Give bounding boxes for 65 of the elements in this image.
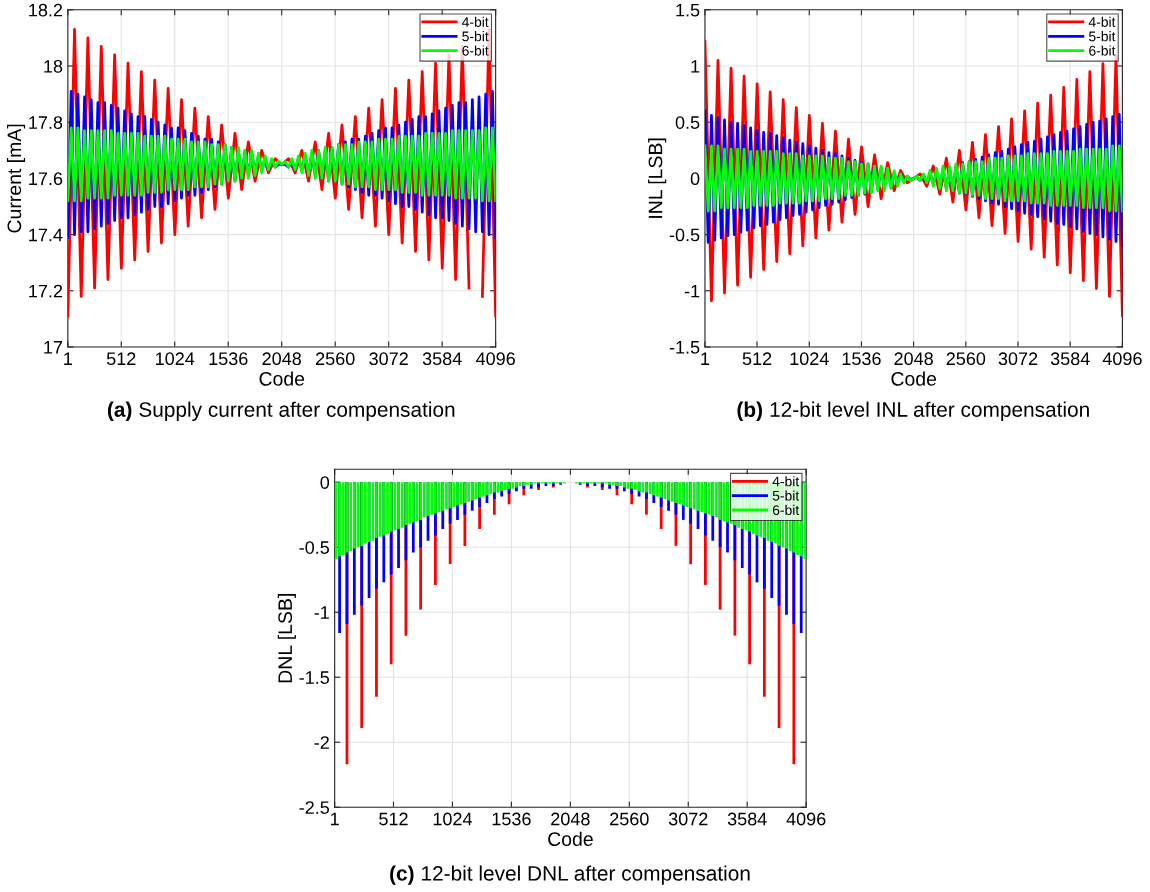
x-tick-label: 512 — [742, 352, 772, 366]
x-tick-label: 1 — [331, 812, 339, 826]
x-tick-label: 1536 — [842, 352, 881, 366]
x-tick-label: 4096 — [786, 812, 826, 826]
legend-label: 5-bit — [462, 31, 489, 42]
x-tick-label: 512 — [379, 812, 408, 826]
y-tick-label: 17.8 — [29, 116, 63, 129]
legend-label: 5-bit — [772, 490, 800, 501]
x-tick-label: 1 — [64, 352, 72, 365]
text: (b) 12-bit level INL after compensation — [737, 401, 1089, 422]
y-tick-label: -1 — [314, 606, 329, 619]
x-axis-title: Code — [891, 371, 937, 386]
y-tick-label: -1 — [684, 284, 700, 298]
legend-label: 4-bit — [772, 476, 800, 487]
x-axis-title: Code — [259, 371, 305, 386]
y-tick-label: 18.2 — [29, 3, 63, 17]
legend-label: 4-bit — [462, 16, 489, 27]
x-tick-label: 2560 — [946, 352, 986, 366]
legend-label: 6-bit — [462, 45, 489, 56]
y-tick-label: -1.5 — [669, 341, 700, 354]
x-tick-label: 3584 — [422, 352, 462, 366]
y-tick-label: 1 — [691, 60, 700, 73]
y-tick-label: 0 — [320, 476, 330, 489]
x-tick-label: 2048 — [551, 812, 590, 826]
x-tick-label: 2560 — [316, 352, 355, 366]
y-tick-label: -1.5 — [299, 671, 330, 684]
x-tick-label: 1 — [701, 352, 710, 365]
x-tick-label: 1024 — [433, 812, 472, 826]
y-tick-label: -2.5 — [299, 801, 330, 814]
text: (a) Supply current after compensation — [107, 401, 455, 422]
x-tick-label: 2048 — [262, 352, 301, 366]
y-tick-label: 17 — [44, 341, 63, 354]
x-tick-label: 1536 — [209, 352, 248, 366]
y-axis-title: INL [LSB] — [648, 138, 667, 218]
y-tick-label: 18 — [44, 59, 63, 73]
x-axis-title: Code — [548, 831, 593, 847]
y-tick-label: 17.2 — [29, 284, 63, 298]
x-tick-label: 3072 — [369, 352, 408, 366]
y-tick-label: 0.5 — [675, 116, 700, 129]
y-tick-label: 17.6 — [29, 172, 63, 186]
x-tick-label: 3584 — [727, 812, 767, 826]
y-tick-label: 17.4 — [29, 228, 63, 242]
y-axis-title: DNL [LSB] — [277, 594, 296, 683]
x-tick-label: 512 — [106, 352, 136, 366]
text: (c) 12-bit level DNL after compensation — [390, 865, 750, 885]
legend-label: 5-bit — [1089, 31, 1116, 42]
y-tick-label: 1.5 — [676, 3, 700, 17]
x-tick-label: 3072 — [668, 812, 708, 826]
x-tick-label: 1024 — [156, 352, 195, 366]
x-tick-label: 4096 — [1102, 352, 1142, 366]
legend-label: 6-bit — [772, 504, 800, 516]
x-tick-label: 3072 — [998, 352, 1038, 366]
x-tick-label: 4096 — [475, 352, 515, 366]
x-tick-label: 1536 — [492, 812, 531, 826]
x-tick-label: 3584 — [1050, 352, 1090, 366]
x-tick-label: 2048 — [894, 352, 933, 366]
legend-label: 6-bit — [1089, 45, 1116, 56]
x-tick-label: 2560 — [610, 812, 649, 826]
y-tick-label: 0 — [690, 172, 700, 186]
y-axis-title: Current [mA] — [6, 124, 26, 233]
y-tick-label: -0.5 — [299, 541, 330, 554]
x-tick-label: 1024 — [790, 352, 829, 366]
y-tick-label: -2 — [314, 736, 329, 749]
y-tick-label: -0.5 — [669, 228, 700, 242]
legend-label: 4-bit — [1088, 16, 1116, 27]
